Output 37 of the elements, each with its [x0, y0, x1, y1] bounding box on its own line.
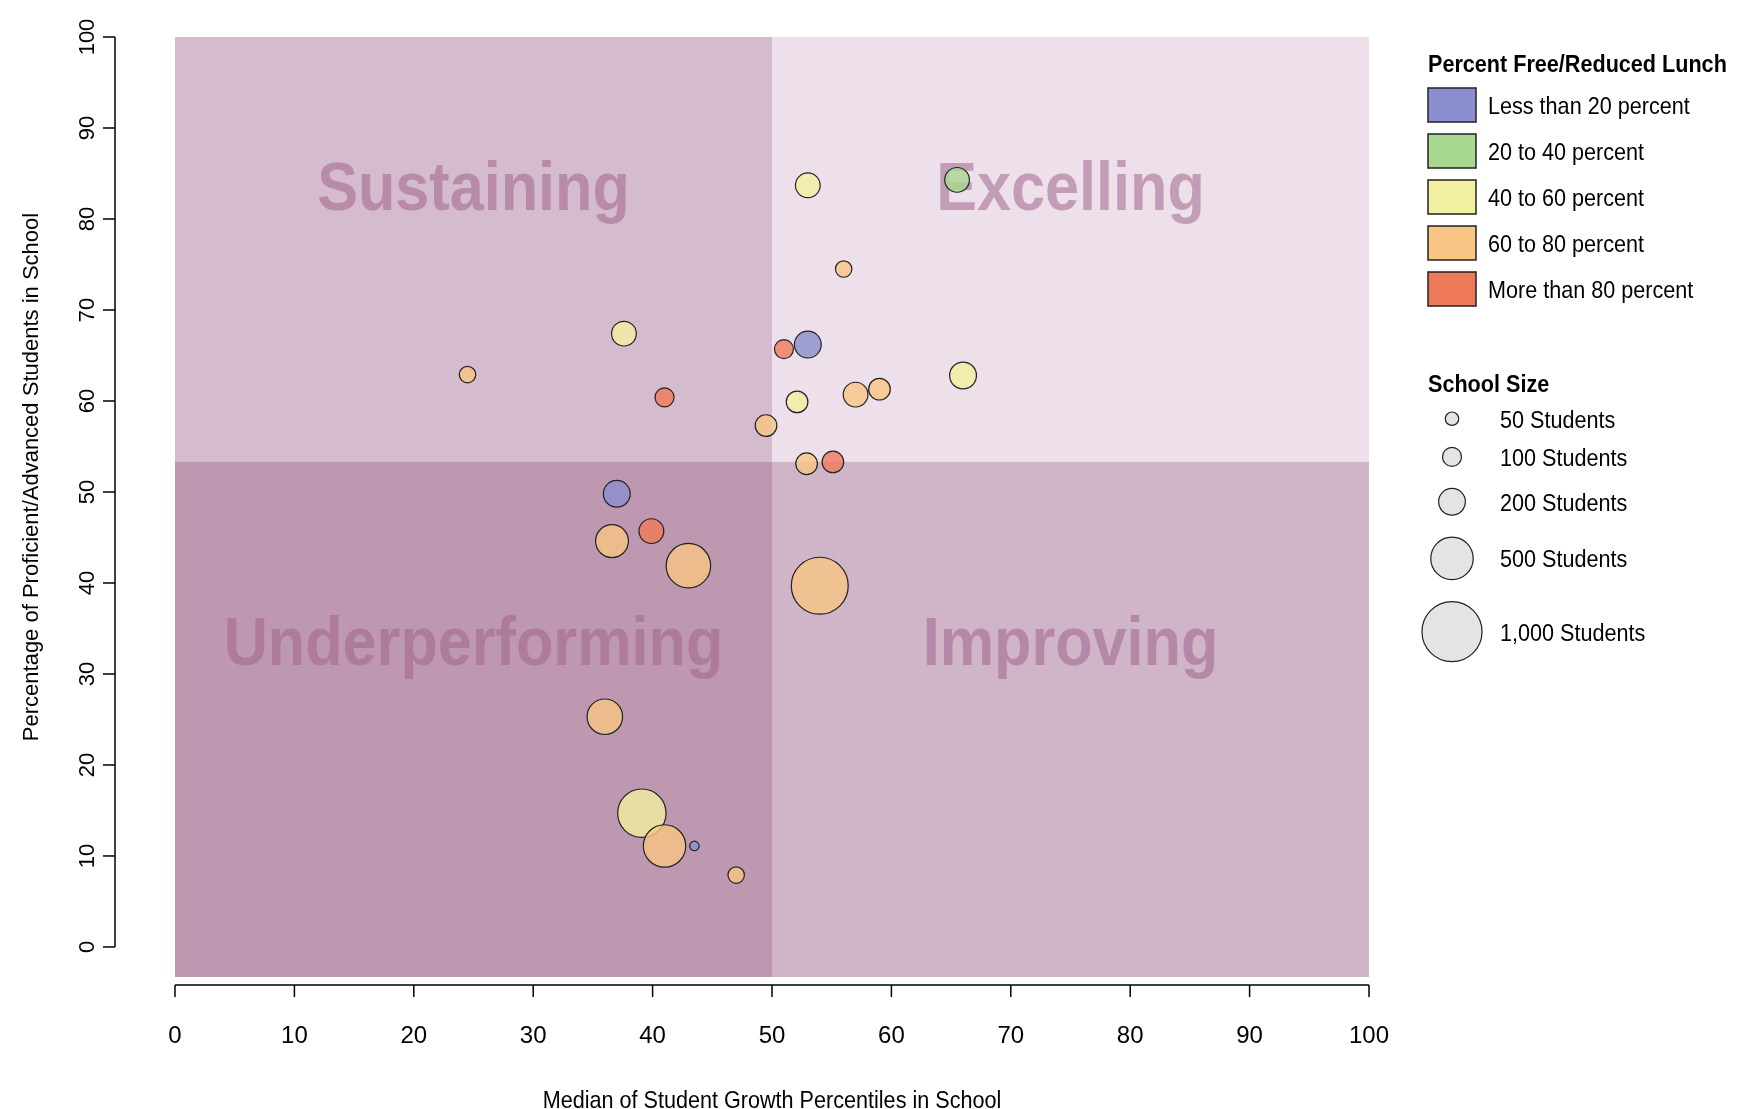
x-tick-label: 100 — [1348, 1021, 1390, 1048]
x-axis-title: Median of Student Growth Percentiles in School — [542, 1085, 1002, 1109]
legend-label: 200 Students — [1500, 488, 1628, 517]
x-tick-label: 30 — [519, 1021, 547, 1048]
x-tick-label: 80 — [1116, 1021, 1144, 1048]
legend-label: 1,000 Students — [1500, 618, 1646, 646]
y-tick-label: 40 — [74, 570, 99, 596]
legend-label: 20 to 40 percent — [1488, 137, 1645, 166]
annotation: Excelling — [936, 147, 1205, 225]
y-tick-label: 30 — [74, 661, 99, 687]
legend-label: 60 to 80 percent — [1488, 229, 1645, 258]
x-tick-label: 90 — [1236, 1021, 1263, 1048]
x-tick-label: 60 — [878, 1021, 905, 1048]
legend-label: More than 80 percent — [1488, 275, 1694, 304]
legend-label: 50 Students — [1500, 405, 1616, 433]
x-tick-label: 40 — [639, 1021, 666, 1048]
y-tick-label: 50 — [74, 479, 99, 505]
y-tick-label: 90 — [74, 115, 99, 141]
legend-label: 100 Students — [1500, 443, 1628, 472]
y-tick-label: 60 — [74, 388, 99, 414]
y-tick-label: 0 — [74, 940, 99, 954]
y-tick-label: 80 — [74, 206, 99, 232]
y-tick-label: 70 — [74, 297, 99, 323]
y-tick-label: 100 — [74, 18, 99, 56]
x-tick-label: 20 — [400, 1021, 428, 1048]
text: School Size — [1428, 369, 1550, 398]
legend-label: 40 to 60 percent — [1488, 183, 1645, 212]
x-tick-label: 50 — [758, 1021, 786, 1048]
y-axis-title: Percentage of Proficient/Advanced Students in School — [18, 212, 43, 742]
legend-title: Percent Free/Reduced Lunch — [1428, 49, 1727, 78]
legend-label: 500 Students — [1500, 545, 1628, 573]
x-tick-label: 0 — [168, 1021, 182, 1048]
x-tick-label: 10 — [281, 1021, 308, 1048]
y-tick-label: 20 — [74, 752, 99, 778]
legend-label: Less than 20 percent — [1488, 91, 1691, 120]
y-tick-label: 10 — [74, 843, 99, 869]
x-tick-label: 70 — [997, 1021, 1025, 1048]
